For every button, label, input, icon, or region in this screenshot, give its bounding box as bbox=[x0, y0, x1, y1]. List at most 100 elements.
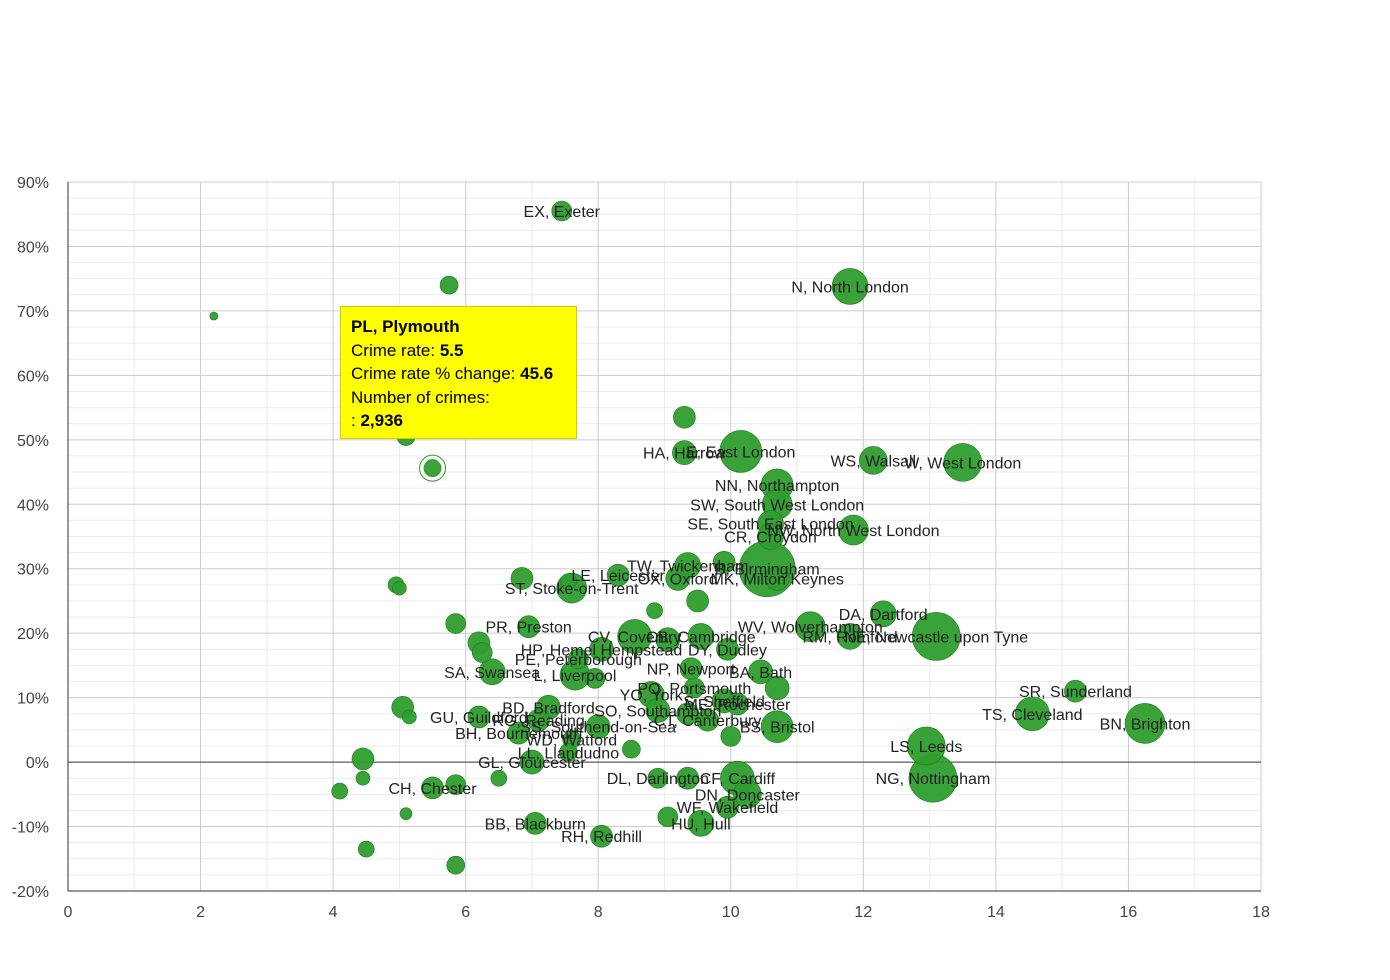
bubble[interactable] bbox=[687, 810, 715, 837]
bubble[interactable] bbox=[764, 566, 790, 591]
y-tick-label: 50% bbox=[17, 433, 49, 450]
bubble[interactable] bbox=[584, 667, 606, 689]
bubble-label: NN, Northampton bbox=[715, 478, 840, 495]
bubble[interactable] bbox=[684, 677, 705, 699]
bubble[interactable] bbox=[838, 514, 869, 546]
bubble[interactable] bbox=[719, 430, 763, 473]
bubble[interactable] bbox=[733, 780, 762, 809]
bubble[interactable] bbox=[471, 642, 493, 663]
bubble[interactable] bbox=[421, 776, 444, 800]
bubble[interactable] bbox=[757, 523, 784, 550]
bubble[interactable] bbox=[510, 567, 534, 590]
tooltip-change-value: 45.6 bbox=[520, 364, 554, 383]
bubble[interactable] bbox=[402, 709, 417, 725]
bubble[interactable] bbox=[712, 550, 736, 574]
y-tick-label: -10% bbox=[12, 820, 49, 837]
bubble[interactable] bbox=[836, 623, 864, 650]
bubble-label: BB, Blackburn bbox=[485, 816, 586, 833]
bubble[interactable] bbox=[551, 200, 573, 222]
bubble[interactable] bbox=[748, 659, 773, 685]
bubble[interactable] bbox=[622, 739, 641, 759]
bubble[interactable] bbox=[445, 774, 467, 795]
bubble[interactable] bbox=[490, 769, 508, 787]
bubble[interactable] bbox=[858, 446, 888, 475]
bubble-label: BN, Brighton bbox=[1100, 716, 1191, 733]
bubble-label: CT, Canterbury bbox=[654, 713, 762, 730]
bubble[interactable] bbox=[687, 623, 715, 650]
bubble[interactable] bbox=[726, 692, 749, 716]
bubble[interactable] bbox=[657, 806, 679, 828]
bubble[interactable] bbox=[1064, 679, 1087, 703]
x-tick-label: 14 bbox=[987, 904, 1005, 921]
bubble[interactable] bbox=[568, 648, 589, 670]
bubble[interactable] bbox=[351, 747, 375, 771]
bubble[interactable] bbox=[673, 405, 696, 429]
bubble[interactable] bbox=[645, 698, 671, 723]
y-tick-label: 60% bbox=[17, 368, 49, 385]
bubble[interactable] bbox=[467, 705, 491, 729]
bubble[interactable] bbox=[716, 637, 739, 661]
bubble[interactable] bbox=[478, 658, 506, 686]
bubble[interactable] bbox=[519, 749, 545, 775]
bubble[interactable] bbox=[585, 714, 611, 739]
bubble[interactable] bbox=[831, 268, 869, 305]
bubble[interactable] bbox=[686, 589, 709, 613]
bubble-label: SR, Sunderland bbox=[1019, 684, 1132, 701]
bubble[interactable] bbox=[392, 580, 407, 596]
bubble-label: DY, Dudley bbox=[688, 642, 767, 659]
bubble[interactable] bbox=[716, 795, 739, 819]
bubble[interactable] bbox=[869, 600, 897, 628]
bubble[interactable] bbox=[764, 675, 790, 701]
bubble-label: BS, Bristol bbox=[740, 720, 815, 737]
bubble[interactable] bbox=[331, 782, 349, 800]
bubble[interactable] bbox=[421, 457, 444, 480]
bubble[interactable] bbox=[1124, 703, 1166, 744]
bubble[interactable] bbox=[665, 566, 691, 591]
bubble[interactable] bbox=[696, 708, 719, 732]
bubble[interactable] bbox=[647, 767, 669, 789]
bubble[interactable] bbox=[906, 726, 946, 766]
bubble[interactable] bbox=[445, 613, 467, 634]
bubble[interactable] bbox=[559, 743, 578, 762]
bubble[interactable] bbox=[676, 766, 699, 790]
bubbles[interactable] bbox=[209, 200, 1166, 875]
bubble[interactable] bbox=[646, 602, 663, 619]
bubble[interactable] bbox=[439, 275, 459, 295]
bubble[interactable] bbox=[606, 563, 630, 587]
bubble[interactable] bbox=[399, 807, 413, 820]
bubble[interactable] bbox=[911, 612, 961, 661]
bubble[interactable] bbox=[590, 824, 613, 848]
bubble[interactable] bbox=[760, 710, 794, 743]
bubble-label: YO, York bbox=[620, 687, 684, 704]
bubble[interactable] bbox=[446, 855, 466, 875]
bubble[interactable] bbox=[655, 627, 681, 652]
bubble-label: ST, Stoke-on-Trent bbox=[505, 581, 639, 598]
bubble-label: DL, Darlington bbox=[607, 771, 709, 788]
bubble[interactable] bbox=[795, 611, 826, 643]
bubble-label: BH, Bournemouth bbox=[455, 726, 582, 743]
bubble[interactable] bbox=[517, 615, 540, 639]
tooltip-rate-label: Crime rate: bbox=[351, 340, 436, 360]
bubble[interactable] bbox=[617, 619, 652, 654]
bubble[interactable] bbox=[589, 636, 614, 662]
x-tick-label: 10 bbox=[722, 904, 740, 921]
bubble[interactable] bbox=[523, 812, 547, 835]
bubble-label: SE, South East London bbox=[687, 517, 853, 534]
bubble[interactable] bbox=[720, 726, 742, 747]
bubble-label: EX, Exeter bbox=[524, 204, 601, 221]
bubble-label: GU, Guildford bbox=[430, 710, 528, 727]
bubble-label: GL, Gloucester bbox=[478, 755, 586, 772]
bubble[interactable] bbox=[560, 573, 577, 590]
bubble[interactable] bbox=[507, 721, 530, 745]
bubble[interactable] bbox=[527, 708, 550, 732]
bubble[interactable] bbox=[672, 440, 697, 466]
y-tick-label: 20% bbox=[17, 626, 49, 643]
bubble[interactable] bbox=[357, 840, 375, 858]
y-tick-label: 0% bbox=[26, 755, 49, 772]
bubble[interactable] bbox=[355, 770, 371, 786]
bubble-label: PE, Peterborough bbox=[515, 652, 642, 669]
bubble[interactable] bbox=[209, 311, 219, 321]
bubble[interactable] bbox=[943, 443, 983, 482]
bubble[interactable] bbox=[1015, 696, 1050, 732]
bubble-label: WF, Wakefield bbox=[677, 800, 779, 817]
